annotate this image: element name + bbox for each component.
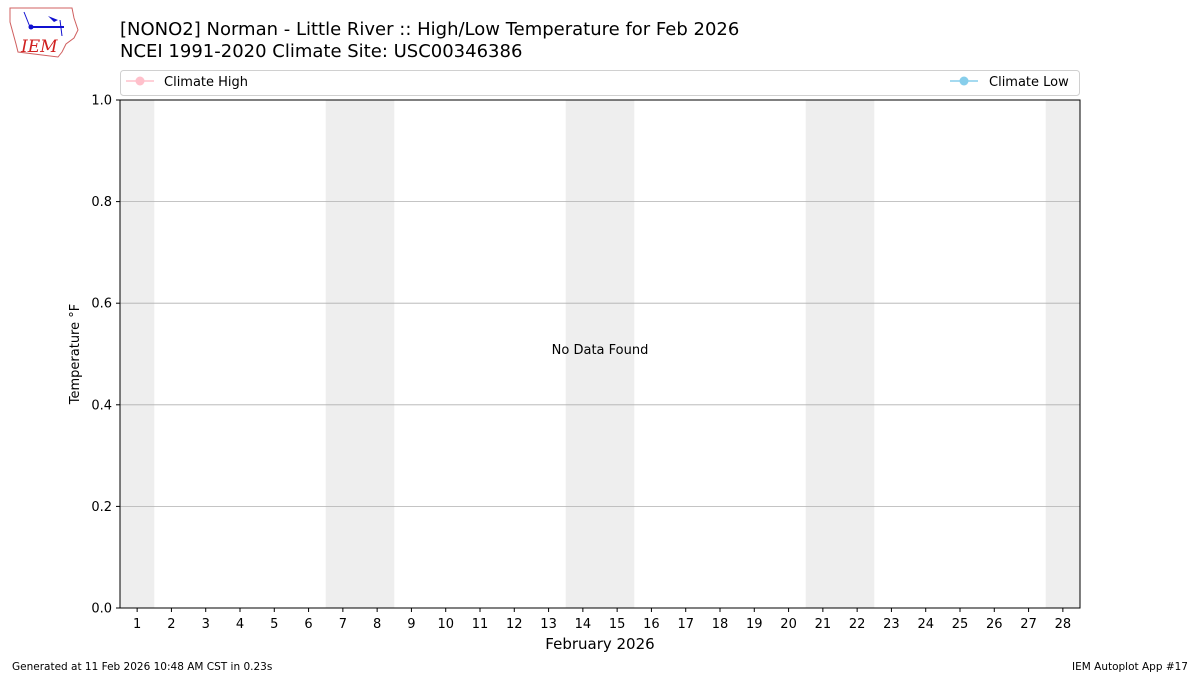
y-tick-label: 0.0 [91, 602, 112, 617]
weekend-shading [325, 100, 360, 608]
x-tick-label: 18 [712, 617, 729, 632]
x-tick-label: 19 [746, 617, 763, 632]
weekend-shading [1045, 100, 1080, 608]
weekend-shading [120, 100, 155, 608]
chart-title-line1: [NONO2] Norman - Little River :: High/Lo… [120, 19, 739, 40]
x-tick-label: 15 [609, 617, 626, 632]
y-tick-label: 0.2 [91, 500, 112, 515]
svg-text:IEM: IEM [20, 37, 58, 57]
y-tick-label: 0.8 [91, 195, 112, 210]
x-tick-label: 6 [304, 617, 312, 632]
x-tick-label: 7 [339, 617, 347, 632]
footer-generated: Generated at 11 Feb 2026 10:48 AM CST in… [12, 661, 272, 673]
y-tick-label: 0.4 [91, 398, 112, 413]
legend-marker-climate-low [959, 76, 969, 86]
y-tick-label: 1.0 [91, 94, 112, 109]
x-tick-label: 13 [540, 617, 557, 632]
x-tick-label: 22 [849, 617, 866, 632]
weekend-shading [360, 100, 395, 608]
weekend-shading [840, 100, 875, 608]
weekend-shading [565, 100, 600, 608]
weekend-shading [805, 100, 840, 608]
chart-title-line2: NCEI 1991-2020 Climate Site: USC00346386 [120, 41, 522, 62]
x-tick-label: 11 [472, 617, 489, 632]
legend: Climate High Climate Low [120, 70, 1080, 96]
no-data-annotation: No Data Found [552, 343, 649, 358]
x-tick-label: 28 [1055, 617, 1072, 632]
y-axis-label: Temperature °F [68, 304, 83, 405]
x-tick-label: 23 [883, 617, 900, 632]
x-tick-label: 4 [236, 617, 244, 632]
x-tick-label: 2 [167, 617, 175, 632]
x-tick-label: 8 [373, 617, 381, 632]
x-tick-label: 26 [986, 617, 1003, 632]
y-tick-label: 0.6 [91, 297, 112, 312]
x-tick-label: 12 [506, 617, 523, 632]
x-tick-label: 14 [575, 617, 592, 632]
x-tick-label: 24 [917, 617, 934, 632]
x-tick-label: 3 [202, 617, 210, 632]
legend-climate-low: Climate Low [989, 75, 1069, 90]
legend-climate-high: Climate High [164, 75, 248, 90]
x-tick-label: 9 [407, 617, 415, 632]
legend-marker-climate-high [135, 76, 145, 86]
iem-logo: IEM [9, 7, 79, 58]
weekend-shading [600, 100, 635, 608]
x-tick-label: 27 [1020, 617, 1037, 632]
x-tick-label: 16 [643, 617, 660, 632]
plot-frame [119, 99, 1081, 609]
x-tick-label: 21 [815, 617, 832, 632]
x-tick-label: 1 [133, 617, 141, 632]
x-tick-label: 20 [780, 617, 797, 632]
footer-app: IEM Autoplot App #17 [1072, 661, 1188, 673]
x-tick-label: 25 [952, 617, 969, 632]
x-tick-label: 17 [677, 617, 694, 632]
x-axis-label: February 2026 [545, 635, 654, 653]
x-tick-label: 10 [437, 617, 454, 632]
x-tick-label: 5 [270, 617, 278, 632]
